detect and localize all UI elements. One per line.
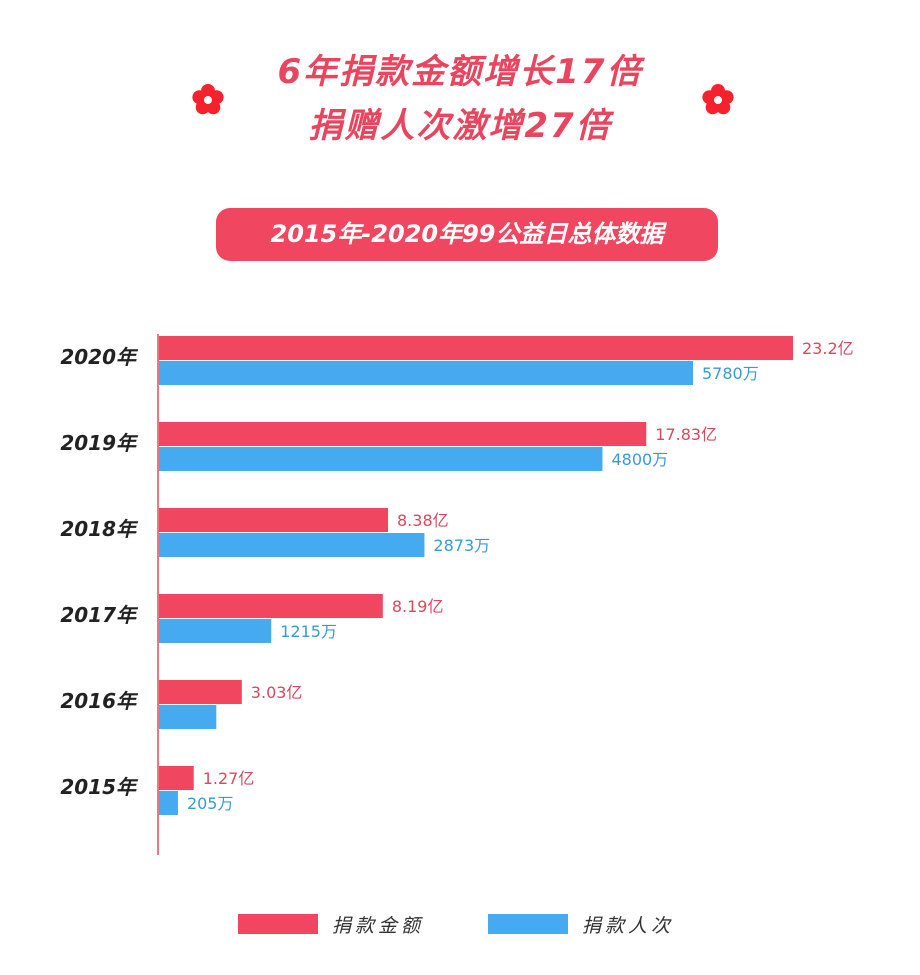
bar-amount [159, 336, 793, 360]
bar-people [159, 791, 178, 815]
data-label: 2873万 [433, 536, 490, 555]
flower-icon [702, 84, 734, 115]
bar-people [159, 533, 425, 557]
data-label: 23.2亿 [802, 339, 854, 358]
data-label: 1.27亿 [203, 769, 255, 788]
flower-icon [192, 84, 224, 115]
bar-amount [159, 766, 194, 790]
bar-people [159, 447, 603, 471]
category-label: 2017年 [60, 603, 139, 627]
headline-1: 6年捐款金额增长17倍 [277, 52, 643, 92]
legend-label: 捐款人次 [582, 915, 674, 937]
bar-people [159, 619, 272, 643]
bar-amount [159, 594, 383, 618]
category-label: 2020年 [60, 345, 139, 369]
legend-swatch [238, 914, 318, 934]
bar-people [159, 705, 217, 729]
headline-2: 捐赠人次激增27倍 [308, 106, 612, 146]
data-label: 8.38亿 [397, 511, 449, 530]
data-label: 4800万 [611, 450, 668, 469]
legend-swatch [488, 914, 568, 934]
data-label: 1215万 [280, 622, 337, 641]
bar-amount [159, 680, 242, 704]
data-label: 5780万 [702, 364, 759, 383]
category-label: 2016年 [60, 689, 139, 713]
bar-amount [159, 422, 647, 446]
data-label: 3.03亿 [251, 683, 303, 702]
category-label: 2018年 [60, 517, 139, 541]
category-label: 2019年 [60, 431, 139, 455]
subtitle-badge: 2015年-2020年99公益日总体数据 [216, 208, 718, 261]
legend-label: 捐款金额 [332, 915, 424, 937]
data-label: 8.19亿 [392, 597, 444, 616]
bar-people [159, 361, 693, 385]
category-label: 2015年 [60, 775, 139, 799]
data-label: 17.83亿 [655, 425, 717, 444]
data-label: 205万 [187, 794, 234, 813]
bar-amount [159, 508, 389, 532]
